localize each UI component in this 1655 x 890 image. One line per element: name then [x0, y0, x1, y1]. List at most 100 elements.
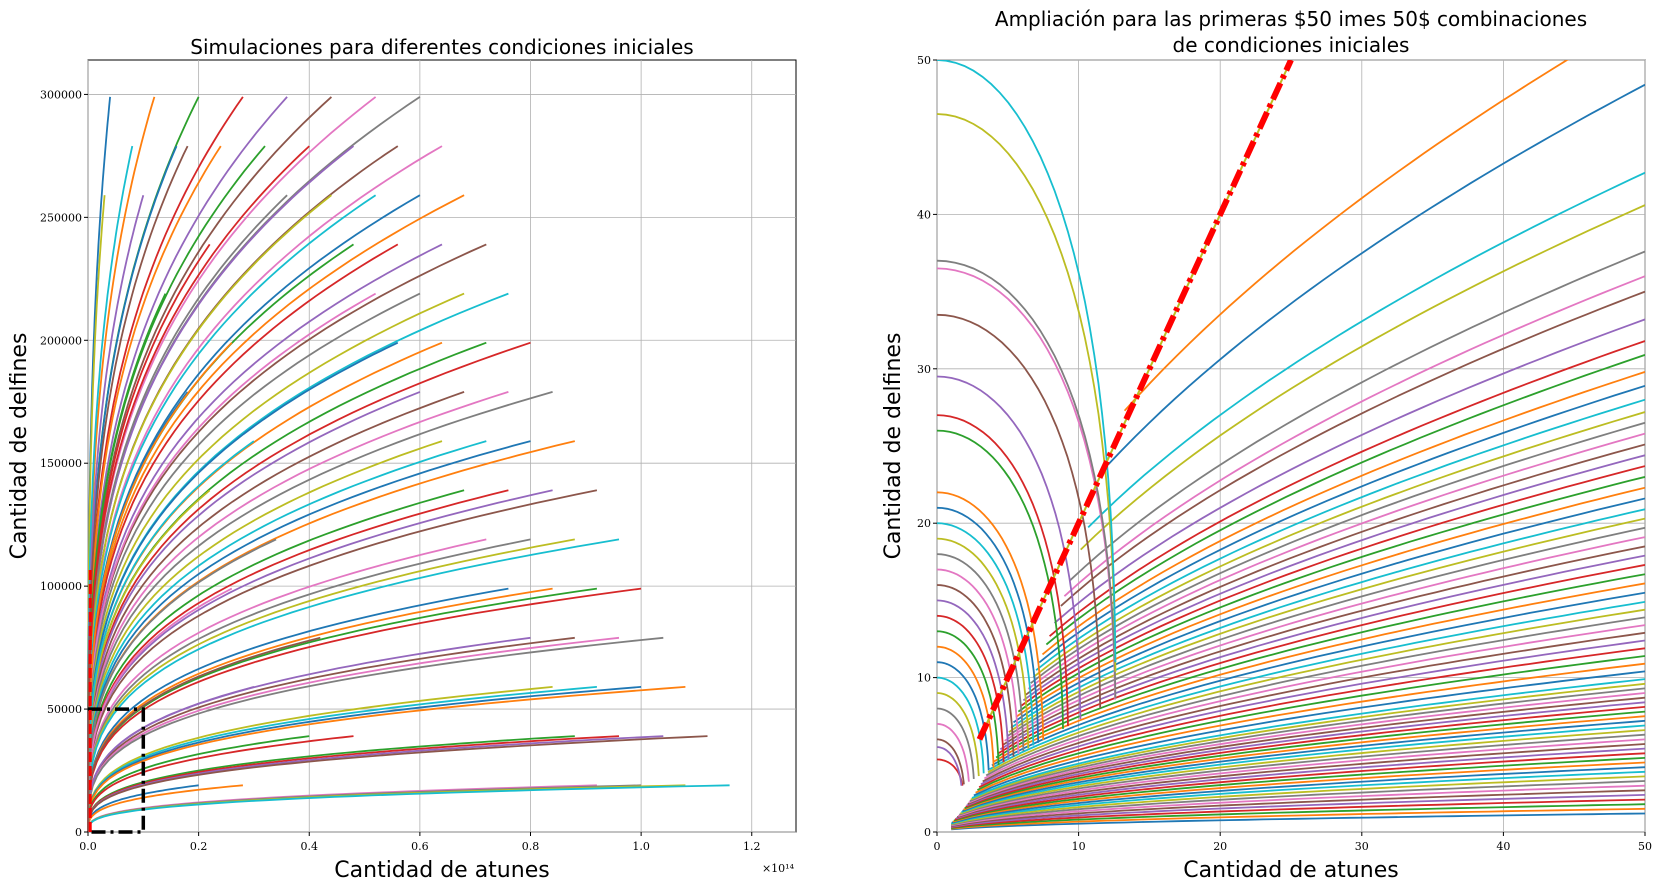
- left-trajectory-line: [87, 195, 106, 832]
- right-descending-trajectory: [937, 645, 995, 768]
- right-chart-ticks: 0 10 20 30 40 50 0 10 20 30 40 50: [917, 54, 1652, 853]
- left-trajectory-line: [87, 440, 531, 833]
- left-trajectory-line: [87, 341, 399, 833]
- left-trajectory-line: [87, 686, 642, 833]
- right-rising-trajectory: [966, 701, 1645, 807]
- separatrix-red-dashed-line: [976, 60, 1294, 741]
- left-chart-annotations: [88, 566, 146, 834]
- right-descending-trajectory: [937, 113, 1117, 672]
- right-rising-trajectory: [961, 724, 1645, 814]
- right-rising-trajectory: [970, 682, 1645, 801]
- right-descending-trajectory: [937, 313, 1102, 709]
- left-trajectory-line: [87, 194, 465, 833]
- left-trajectory-line: [87, 489, 465, 833]
- right-rising-trajectory: [1012, 497, 1645, 724]
- right-rising-trajectory: [997, 564, 1645, 755]
- right-rising-trajectory: [982, 631, 1645, 783]
- left-trajectory-line: [87, 292, 421, 833]
- right-rising-trajectory: [951, 807, 1645, 830]
- left-chart-x-offset-label: ×10¹⁴: [762, 862, 795, 875]
- ax1-y-tick-label: 50000: [47, 703, 82, 716]
- right-chart-title: Ampliación para las primeras $50 imes 50…: [995, 7, 1587, 31]
- left-chart-title: Simulaciones para diferentes condiciones…: [190, 35, 693, 59]
- right-rising-trajectory: [1022, 454, 1645, 702]
- ax1-x-tick-label: 0.8: [522, 840, 540, 853]
- left-trajectory-line: [87, 636, 321, 833]
- left-trajectory-line: [87, 194, 377, 833]
- left-trajectory-line: [87, 587, 642, 833]
- left-trajectory-line: [87, 587, 553, 833]
- left-trajectory-line: [87, 194, 145, 833]
- right-rising-trajectory: [971, 678, 1645, 799]
- right-rising-trajectory: [955, 747, 1645, 820]
- ax2-x-tick-label: 30: [1355, 840, 1369, 853]
- left-trajectory-line: [87, 784, 243, 833]
- right-rising-trajectory: [975, 662, 1645, 794]
- left-trajectory-line: [87, 292, 465, 833]
- right-rising-trajectory: [983, 624, 1645, 780]
- right-rising-trajectory: [1049, 340, 1645, 637]
- left-trajectory-line: [87, 686, 597, 833]
- left-trajectory-line: [87, 194, 332, 833]
- right-rising-trajectory: [1038, 384, 1645, 664]
- ax2-x-tick-label: 20: [1213, 840, 1227, 853]
- left-trajectory-line: [87, 636, 575, 833]
- left-trajectory-line: [87, 145, 189, 833]
- right-rising-trajectory: [964, 710, 1645, 810]
- right-rising-trajectory: [995, 573, 1645, 759]
- ax1-x-tick-label: 0.6: [411, 840, 429, 853]
- right-rising-trajectory: [989, 601, 1645, 770]
- ax1-y-tick-label: 250000: [40, 211, 82, 224]
- left-trajectory-line: [87, 145, 310, 833]
- right-rising-trajectory: [951, 766, 1645, 824]
- left-trajectory-line: [87, 489, 553, 833]
- left-trajectory-line: [87, 735, 575, 833]
- right-rising-trajectory: [1087, 171, 1645, 529]
- right-descending-trajectory: [937, 491, 1045, 741]
- left-chart-grid: [87, 60, 796, 833]
- right-rising-trajectory: [957, 738, 1645, 817]
- left-trajectory-line: [87, 96, 421, 833]
- right-rising-trajectory: [956, 743, 1645, 818]
- right-descending-trajectory: [937, 738, 965, 785]
- left-trajectory-line: [87, 292, 377, 833]
- ax2-y-tick-label: 30: [917, 363, 931, 376]
- right-rising-trajectory: [967, 696, 1645, 805]
- right-descending-trajectory: [937, 599, 1010, 760]
- right-descending-trajectory: [937, 60, 1117, 663]
- right-rising-trajectory: [999, 554, 1645, 751]
- right-rising-trajectory: [978, 647, 1645, 789]
- right-descending-trajectory: [937, 584, 1015, 757]
- right-rising-trajectory: [1069, 250, 1645, 581]
- right-descending-trajectory: [937, 676, 985, 774]
- ax2-x-tick-label: 10: [1072, 840, 1086, 853]
- ax2-y-tick-label: 20: [917, 517, 931, 530]
- right-rising-trajectory: [1063, 275, 1645, 597]
- right-rising-trajectory: [973, 670, 1645, 797]
- right-chart-series: [937, 60, 1645, 831]
- right-rising-trajectory: [951, 803, 1645, 829]
- right-rising-trajectory: [1032, 411, 1645, 678]
- ax1-x-tick-label: 1.2: [743, 840, 761, 853]
- left-trajectory-line: [87, 440, 487, 833]
- right-rising-trajectory: [1123, 60, 1569, 412]
- right-chart: 0 10 20 30 40 50 0 10 20 30 40 50 Ampliación para l…: [881, 7, 1652, 883]
- right-rising-trajectory: [985, 616, 1645, 777]
- right-rising-trajectory: [1004, 536, 1645, 742]
- right-rising-trajectory: [1010, 508, 1645, 729]
- right-rising-trajectory: [954, 752, 1645, 821]
- left-trajectory-line: [87, 784, 730, 833]
- ax2-x-tick-label: 50: [1638, 840, 1652, 853]
- zoom-region-box: [88, 707, 146, 834]
- right-rising-trajectory: [965, 706, 1645, 808]
- left-trajectory-line: [87, 440, 255, 833]
- right-rising-trajectory: [951, 780, 1645, 826]
- ax1-x-tick-label: 1.0: [632, 840, 650, 853]
- left-chart-ylabel: Cantidad de delfines: [7, 333, 32, 560]
- left-trajectory-line: [87, 538, 487, 833]
- ax2-y-tick-label: 40: [917, 208, 931, 221]
- left-trajectory-line: [87, 243, 211, 833]
- left-trajectory-line: [87, 96, 244, 833]
- right-rising-trajectory: [1080, 204, 1645, 551]
- left-trajectory-line: [87, 391, 465, 833]
